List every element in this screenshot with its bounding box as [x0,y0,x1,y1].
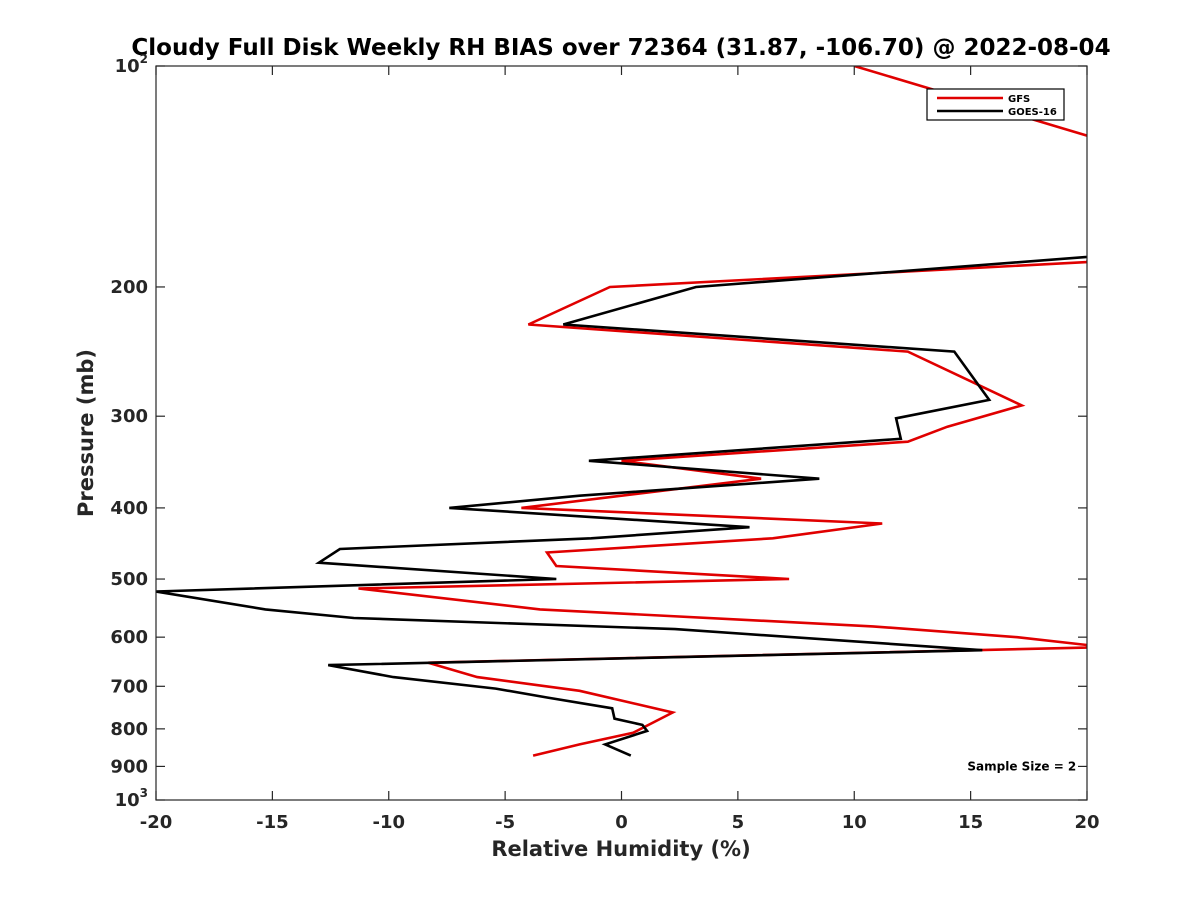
y-tick-label: 300 [110,406,148,427]
series-layer [156,66,1087,757]
y-tick-label: 900 [110,756,148,777]
x-tick-label: 5 [732,812,745,833]
y-axis: 102 200 300 400 500 600 700 800 900 103 [110,52,1087,811]
legend-box [926,88,1065,121]
chart-title: Cloudy Full Disk Weekly RH BIAS over 723… [131,35,1110,61]
y-tick-label: 103 [115,786,148,811]
y-tick-label: 700 [110,676,148,697]
y-axis-label: Pressure (mb) [74,349,98,517]
legend-label: GFS [1008,94,1030,105]
x-tick-label: 15 [958,812,983,833]
y-tick-label: 500 [110,569,148,590]
series-line-gfs [358,66,1087,757]
x-tick-label: -10 [372,812,405,833]
x-axis: -20 -15 -10 -5 0 5 10 15 20 [140,66,1100,833]
x-tick-label: -20 [140,812,173,833]
y-tick-label: 800 [110,719,148,740]
x-tick-label: -15 [256,812,289,833]
x-tick-label: 0 [615,812,628,833]
x-tick-label: -5 [495,812,515,833]
legend-label: GOES-16 [1008,107,1057,118]
x-tick-label: 20 [1074,812,1099,833]
y-tick-label: 400 [110,498,148,519]
x-axis-label: Relative Humidity (%) [491,837,750,861]
y-tick-label: 200 [110,277,148,298]
annotations: Sample Size = 2 [967,759,1076,773]
y-tick-label: 102 [115,52,148,77]
x-tick-label: 10 [842,812,867,833]
legend: GFS GOES-16 [926,88,1065,121]
sample-size-annotation: Sample Size = 2 [967,759,1076,773]
plot-area-frame [155,65,1088,801]
y-tick-label: 600 [110,627,148,648]
series-line-goes-16 [156,255,1087,757]
